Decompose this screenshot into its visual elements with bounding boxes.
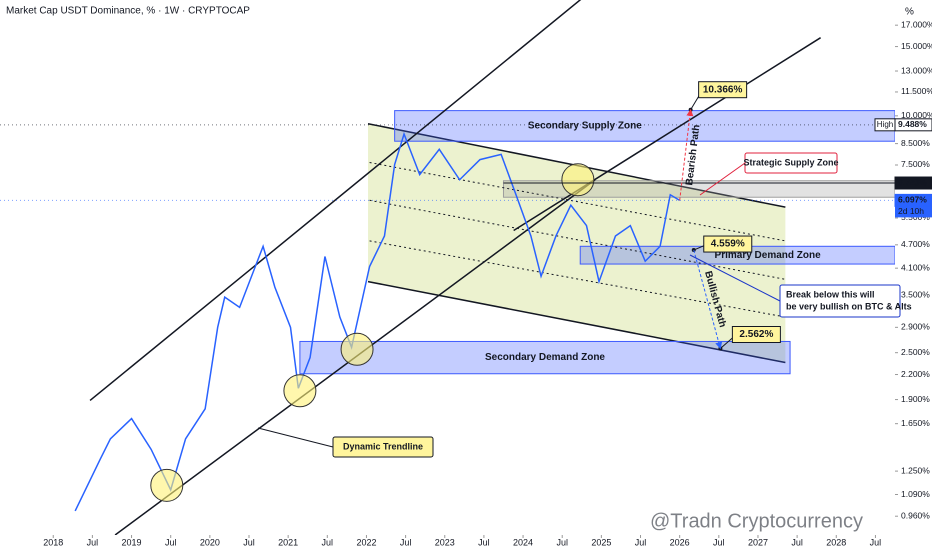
x-tick-label: 2018 <box>43 537 63 547</box>
note-text: Dynamic Trendline <box>343 441 423 451</box>
axes: 2018 Jul 2019 Jul 2020 Jul 2021 Jul 2022 Jul 2023 J… <box>43 19 932 547</box>
y-tick-label: 11.500% <box>901 86 932 96</box>
x-tick-label: Jul <box>87 537 99 547</box>
x-tick-label: Jul <box>243 537 255 547</box>
target-label: 10.366% <box>703 84 743 95</box>
y-tick-label: 1.650% <box>901 418 930 428</box>
y-tick-label: 13.000% <box>901 65 932 75</box>
x-tick-label: 2019 <box>122 537 142 547</box>
y-tick-label: 3.500% <box>901 289 930 299</box>
highlight <box>340 332 374 366</box>
target-box <box>703 235 753 253</box>
zone-label: Primary Demand Zone <box>715 250 822 261</box>
y-tick-label: 2.200% <box>901 369 930 379</box>
x-tick-label: 2024 <box>513 537 533 547</box>
countdown: 2d 10h <box>898 206 924 216</box>
zone <box>502 180 895 198</box>
y-tick-label: 17.000% <box>901 19 932 29</box>
trendline <box>369 240 786 318</box>
highlight <box>283 374 317 408</box>
x-tick-label: 2020 <box>200 537 220 547</box>
chart-title: Market Cap USDT Dominance, % · 1W · CRYP… <box>6 6 250 17</box>
price-line <box>74 131 681 512</box>
price-tag-label: 9.488% <box>898 119 927 129</box>
note-connector <box>689 254 781 302</box>
zone-label: Secondary Demand Zone <box>485 352 605 363</box>
note-connector <box>257 427 334 448</box>
target-label: 4.559% <box>711 239 745 250</box>
highlight <box>561 163 595 197</box>
x-tick-label: 2022 <box>356 537 376 547</box>
path-arrow <box>679 109 694 201</box>
price-tag <box>894 176 932 190</box>
x-tick-label: 2027 <box>748 537 768 547</box>
target-box <box>698 81 748 99</box>
channel-fill <box>368 123 786 363</box>
plot-area: Secondary Supply Zone Primary Demand Zone… <box>0 0 895 535</box>
x-tick-label: 2023 <box>435 537 455 547</box>
price-tag-label: 6.749% <box>898 177 927 187</box>
trendline <box>369 199 786 280</box>
x-tick-label: Jul <box>635 537 647 547</box>
x-tick-label: Jul <box>400 537 412 547</box>
x-tick-label: Jul <box>165 537 177 547</box>
x-tick-label: 2028 <box>826 537 846 547</box>
x-tick-label: Jul <box>870 537 882 547</box>
watermark: @Tradn Cryptocurrency <box>650 510 863 532</box>
note-box <box>332 436 434 458</box>
note-box <box>779 284 901 318</box>
zone <box>299 340 791 375</box>
x-tick-label: Jul <box>322 537 334 547</box>
zone <box>394 110 895 142</box>
note-box <box>744 152 838 174</box>
y-tick-label: 1.900% <box>901 394 930 404</box>
note-text: Strategic Supply Zone <box>743 157 838 167</box>
trendline <box>89 0 582 402</box>
price-tag-name: High <box>877 120 893 129</box>
y-tick-label: 0.960% <box>901 510 930 520</box>
highlight <box>150 468 184 502</box>
x-tick-label: 2025 <box>591 537 611 547</box>
y-tick-label: 1.250% <box>901 465 930 475</box>
y-tick-label: 2.500% <box>901 347 930 357</box>
target-box <box>731 326 781 344</box>
price-tag-name-box <box>874 118 896 132</box>
y-tick-label: 7.500% <box>901 159 930 169</box>
trendline <box>369 162 786 242</box>
x-tick-label: 2026 <box>670 537 690 547</box>
target-label: 2.562% <box>739 329 773 340</box>
y-tick-label: 8.500% <box>901 138 930 148</box>
y-tick-label: 2.900% <box>901 322 930 332</box>
x-tick-label: Jul <box>478 537 490 547</box>
note-text: Break below this will <box>786 289 875 299</box>
x-tick-label: Jul <box>556 537 568 547</box>
zone-label: Secondary Supply Zone <box>528 121 642 132</box>
y-tick-label: 4.700% <box>901 239 930 249</box>
axis-unit: % <box>905 7 914 18</box>
note-connector <box>699 162 746 196</box>
x-tick-label: Jul <box>713 537 725 547</box>
y-tick-label: 10.000% <box>901 110 932 120</box>
y-tick-label: 1.090% <box>901 489 930 499</box>
note-text: be very bullish on BTC & Alts <box>786 301 912 311</box>
price-tag-label: 6.097% <box>898 195 927 205</box>
trendline <box>513 37 822 232</box>
path-arrow <box>693 249 723 350</box>
x-tick-label: Jul <box>791 537 803 547</box>
y-tick-label: 4.100% <box>901 262 930 272</box>
y-tick-label: 15.000% <box>901 41 932 51</box>
countdown-box <box>895 206 932 218</box>
x-tick-label: 2021 <box>278 537 298 547</box>
